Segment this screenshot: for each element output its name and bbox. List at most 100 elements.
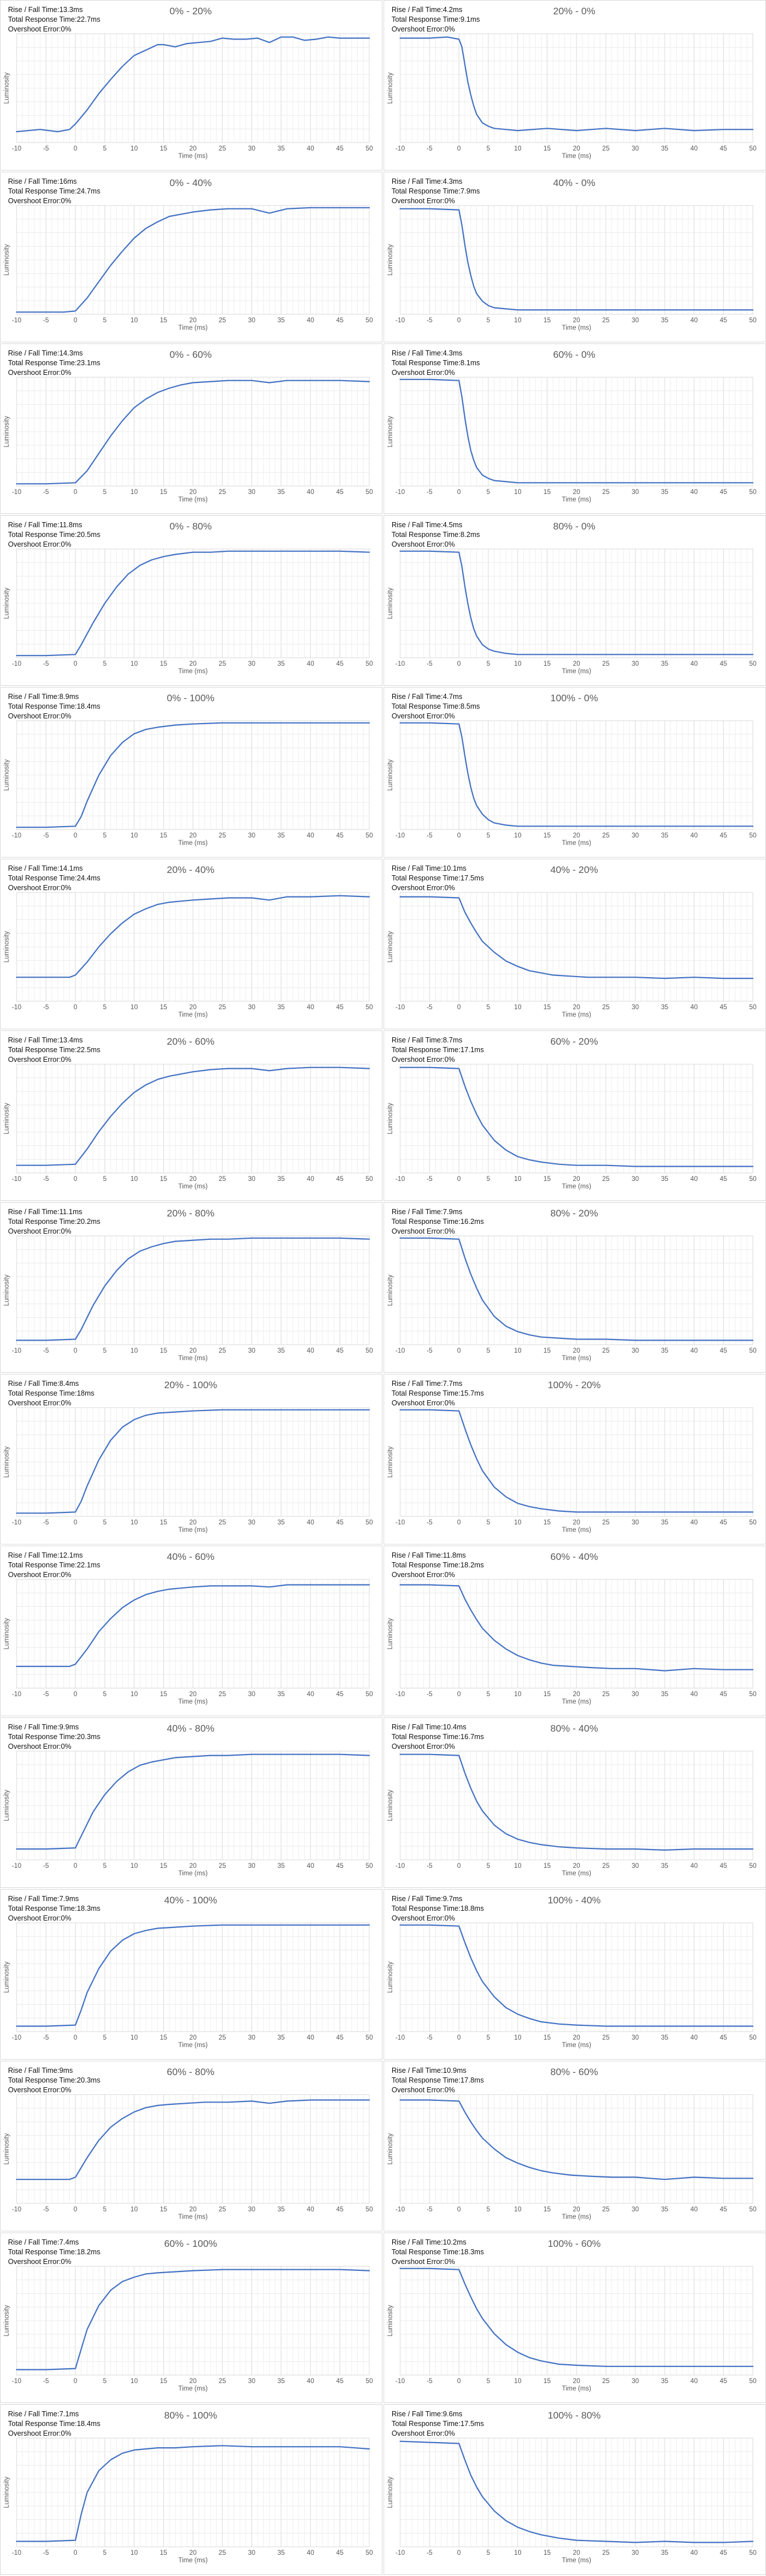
chart-panel-80-0: Rise / Fall Time:4.5ms Total Response Tim… [384,515,766,686]
x-tick-label: 50 [366,145,373,152]
plot-area-border [400,1751,753,1860]
rise-fall-time-text-value: 4.2ms [443,6,463,14]
x-axis-label: Time (ms) [562,840,591,847]
overshoot-error-text-value: 0% [444,2258,455,2266]
rise-fall-time-text-label: Rise / Fall Time: [392,864,443,872]
luminosity-series-line [399,1924,754,2027]
x-tick-label: 40 [690,2034,698,2041]
x-tick-label: 5 [487,1348,490,1354]
x-tick-label: 0 [73,832,77,839]
stats-block: Rise / Fall Time:7.9ms Total Response Tim… [8,1894,100,1923]
stats-block: Rise / Fall Time:16ms Total Response Time… [8,177,100,206]
x-tick-label: 40 [307,1519,314,1526]
rise-fall-time-text: Rise / Fall Time:9ms [8,2066,100,2076]
x-tick-label: -5 [427,661,432,667]
rise-fall-time-text: Rise / Fall Time:14.1ms [8,864,100,874]
overshoot-error-text-value: 0% [444,197,455,205]
x-tick-label: -10 [396,661,405,667]
x-tick-label: 10 [131,832,138,839]
luminosity-plot: -10 -5 0 5 10 15 20 25 30 35 40 45 50 Time (ms) Lumino… [3,377,373,503]
plot-area-border [16,2266,370,2376]
x-tick-label: 5 [103,145,106,152]
total-response-time-text-label: Total Response Time: [392,1046,461,1054]
x-tick-label: 20 [573,1176,581,1183]
x-axis-label: Time (ms) [562,668,591,675]
rise-fall-time-text-label: Rise / Fall Time: [392,349,443,357]
x-tick-label: 30 [631,145,639,152]
x-tick-label: 10 [131,1004,138,1011]
x-tick-label: 40 [690,1863,698,1870]
total-response-time-text-value: 22.1ms [77,1561,101,1569]
x-tick-label: 15 [160,2378,167,2385]
x-tick-label: 30 [248,2378,255,2385]
total-response-time-text: Total Response Time:18.4ms [8,702,100,712]
x-tick-label: 35 [661,2550,669,2557]
total-response-time-text: Total Response Time:23.1ms [8,358,100,368]
rise-fall-time-text-label: Rise / Fall Time: [8,2238,60,2246]
rise-fall-time-text-label: Rise / Fall Time: [392,521,443,529]
y-axis-label: Luminosity [3,1961,10,1993]
x-tick-label: -5 [43,2550,49,2557]
overshoot-error-text-value: 0% [444,1227,455,1235]
x-tick-label: 5 [487,317,490,324]
x-tick-label: 10 [514,1004,522,1011]
stats-block: Rise / Fall Time:10.2ms Total Response Ti… [392,2238,484,2267]
total-response-time-text: Total Response Time:15.7ms [392,1389,484,1398]
x-tick-label: 30 [248,1004,255,1011]
total-response-time-text-label: Total Response Time: [8,1389,77,1397]
stats-block: Rise / Fall Time:10.1ms Total Response Ti… [392,864,484,893]
overshoot-error-text-label: Overshoot Error: [8,2429,61,2437]
x-tick-label: 40 [307,1691,314,1698]
luminosity-plot: -10 -5 0 5 10 15 20 25 30 35 40 45 50 Time (ms) Lumino… [3,720,373,847]
total-response-time-text-label: Total Response Time: [8,1218,77,1226]
x-tick-label: 40 [690,1348,698,1354]
chart-title: 0% - 20% [169,6,212,17]
x-tick-label: 50 [749,1348,757,1354]
rise-fall-time-text-label: Rise / Fall Time: [392,1036,443,1044]
x-tick-label: 10 [131,661,138,667]
x-axis-label: Time (ms) [562,1527,591,1534]
overshoot-error-text-value: 0% [61,2258,72,2266]
stats-block: Rise / Fall Time:9.9ms Total Response Tim… [8,1722,100,1752]
rise-fall-time-text-value: 7.7ms [443,1380,463,1388]
x-tick-label: -10 [396,1519,405,1526]
luminosity-series-line [399,896,754,979]
rise-fall-time-text: Rise / Fall Time:4.3ms [392,177,480,187]
x-tick-label: 30 [248,1519,255,1526]
x-tick-label: 40 [307,145,314,152]
x-tick-label: 10 [131,2378,138,2385]
x-tick-label: 25 [219,1176,226,1183]
total-response-time-text-value: 9.1ms [460,15,480,23]
total-response-time-text-value: 24.7ms [77,187,101,195]
x-tick-label: 15 [160,1691,167,1698]
overshoot-error-text-label: Overshoot Error: [8,540,61,548]
total-response-time-text-label: Total Response Time: [392,1905,461,1913]
total-response-time-text-label: Total Response Time: [8,15,77,23]
total-response-time-text-label: Total Response Time: [392,2420,461,2428]
overshoot-error-text: Overshoot Error:0% [8,883,100,893]
y-axis-label: Luminosity [387,1274,394,1306]
total-response-time-text: Total Response Time:20.3ms [8,1732,100,1742]
rise-fall-time-text-label: Rise / Fall Time: [392,1551,443,1559]
x-tick-label: 10 [514,1691,522,1698]
x-tick-label: 5 [103,661,106,667]
luminosity-series-line [399,550,754,655]
overshoot-error-text-label: Overshoot Error: [8,369,61,377]
x-tick-label: 25 [602,1863,610,1870]
x-tick-label: 30 [631,832,639,839]
x-axis-label: Time (ms) [178,1183,207,1190]
x-tick-label: 0 [457,1348,460,1354]
plot-area-border [400,1235,753,1345]
x-tick-label: 20 [189,661,197,667]
x-tick-label: 25 [219,317,226,324]
luminosity-series-line [15,36,370,133]
rise-fall-time-text-label: Rise / Fall Time: [8,1208,60,1216]
x-tick-label: 50 [749,2550,757,2557]
plot-area-border [400,377,753,487]
plot-area-border [16,33,370,143]
x-tick-label: 30 [631,2034,639,2041]
rise-fall-time-text-label: Rise / Fall Time: [8,1036,60,1044]
stats-block: Rise / Fall Time:4.7ms Total Response Tim… [392,692,480,721]
overshoot-error-text-value: 0% [61,540,72,548]
total-response-time-text: Total Response Time:7.9ms [392,187,480,196]
